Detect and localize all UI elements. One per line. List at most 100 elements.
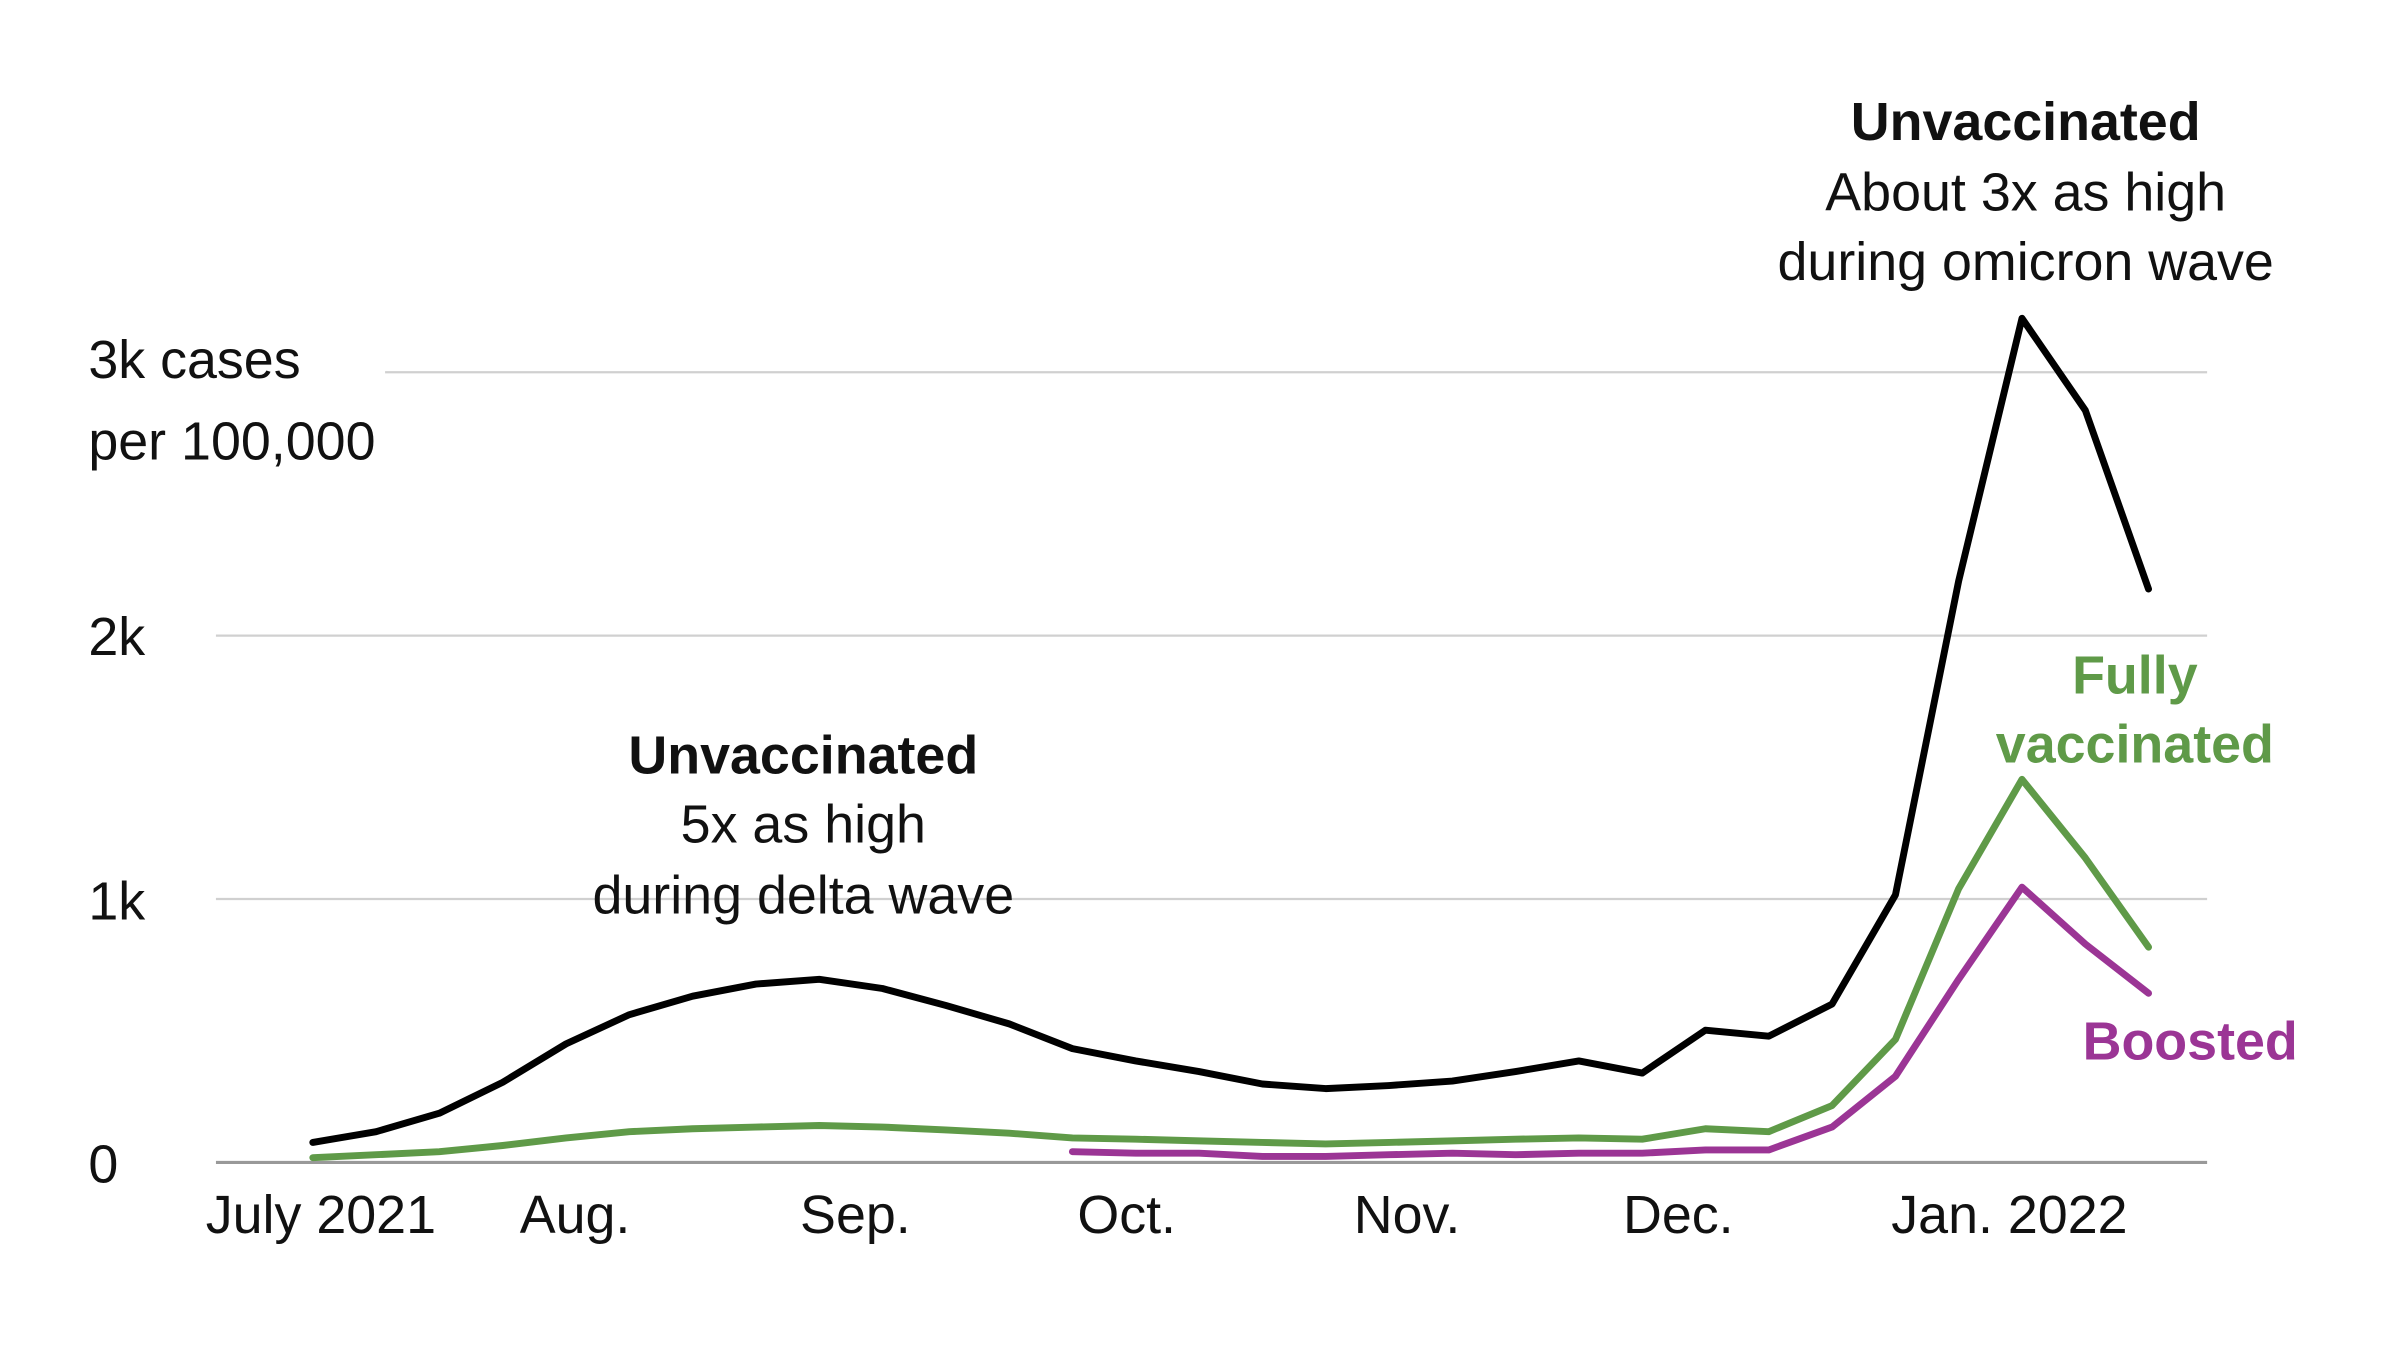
data-point	[1639, 1136, 1646, 1143]
data-point	[1006, 1020, 1013, 1027]
data-point	[1385, 1151, 1393, 1158]
data-point	[436, 1148, 443, 1155]
series-fully-vaccinated	[309, 775, 2152, 1162]
data-point	[1828, 1124, 1836, 1131]
data-point	[1259, 1153, 1266, 1160]
data-point	[562, 1040, 570, 1047]
gridlines	[215, 371, 2208, 1164]
data-point	[1132, 1150, 1139, 1157]
data-point	[1322, 1153, 1329, 1160]
x-tick-label: July 2021	[206, 1185, 436, 1245]
legend-boosted: Boosted	[2083, 1011, 2298, 1071]
data-point	[1955, 885, 1962, 892]
data-point	[2018, 884, 2026, 891]
annotation-delta-line2: during delta wave	[592, 865, 1014, 925]
annotation-omicron-line1: About 3x as high	[1825, 163, 2226, 223]
data-point	[1575, 1134, 1582, 1141]
annotation-omicron-title: Unvaccinated	[1851, 92, 2201, 152]
y-tick-3k: 3k cases	[88, 330, 300, 390]
series-line	[309, 775, 2152, 1162]
data-point	[1892, 891, 1899, 898]
data-point	[1195, 1068, 1203, 1075]
data-point	[626, 1128, 633, 1135]
data-point	[1765, 1146, 1772, 1154]
data-point	[1259, 1080, 1266, 1087]
data-point	[309, 1139, 316, 1146]
data-point	[1639, 1070, 1646, 1077]
annotation-delta: Unvaccinated 5x as high during delta wav…	[592, 725, 1014, 925]
y-axis-labels: 0 1k 2k 3k cases per 100,000	[88, 330, 375, 1194]
series-line	[309, 314, 2152, 1146]
data-point	[2145, 585, 2152, 593]
data-point	[1512, 1136, 1519, 1143]
data-point	[752, 1124, 760, 1131]
data-point	[1322, 1085, 1329, 1092]
data-point	[309, 1154, 316, 1161]
data-point	[689, 1125, 696, 1132]
data-point	[1132, 1057, 1139, 1065]
data-point	[1449, 1150, 1456, 1157]
data-point	[1259, 1139, 1266, 1146]
data-point	[1955, 976, 1962, 983]
data-point	[1702, 1125, 1709, 1132]
data-point	[689, 993, 696, 1000]
data-point	[1132, 1136, 1139, 1143]
data-point	[626, 1011, 633, 1018]
data-point	[1322, 1140, 1329, 1148]
data-point	[2082, 854, 2089, 862]
data-point	[816, 976, 823, 983]
data-point	[2082, 940, 2089, 948]
x-tick-label: Sep.	[800, 1185, 911, 1245]
data-point	[1892, 1036, 1899, 1043]
data-point	[1449, 1137, 1456, 1144]
data-point	[1702, 1027, 1709, 1034]
x-tick-label: Aug.	[520, 1185, 631, 1245]
annotation-delta-title: Unvaccinated	[628, 725, 978, 785]
legend-fully-vaccinated: Fully vaccinated	[1996, 645, 2274, 774]
x-tick-label: Oct.	[1077, 1185, 1176, 1245]
data-point	[1702, 1146, 1709, 1154]
data-point	[2018, 776, 2026, 783]
data-point	[373, 1151, 380, 1158]
data-point	[879, 985, 886, 992]
data-point	[1006, 1130, 1013, 1137]
label-fully-line1: Fully	[2072, 645, 2198, 705]
series-lines	[309, 314, 2152, 1162]
data-point	[2082, 407, 2089, 414]
data-point	[1765, 1033, 1772, 1040]
data-point	[1892, 1073, 1899, 1080]
y-tick-0: 0	[88, 1134, 118, 1194]
data-point	[942, 1002, 949, 1009]
x-tick-label: Nov.	[1354, 1185, 1461, 1245]
data-point	[1385, 1082, 1393, 1089]
y-tick-2k: 2k	[88, 607, 145, 667]
data-point	[1512, 1068, 1519, 1075]
data-point	[562, 1134, 570, 1141]
data-point	[499, 1142, 506, 1149]
annotation-omicron: Unvaccinated About 3x as high during omi…	[1777, 92, 2273, 292]
data-point	[1575, 1150, 1582, 1157]
x-tick-label: Jan. 2022	[1891, 1185, 2127, 1245]
data-point	[1512, 1151, 1519, 1158]
data-point	[2145, 990, 2152, 997]
data-point	[1575, 1057, 1582, 1065]
data-point	[942, 1126, 949, 1134]
data-point	[1069, 1045, 1076, 1052]
annotation-delta-line1: 5x as high	[681, 795, 926, 855]
data-point	[2018, 315, 2026, 322]
x-tick-label: Dec.	[1623, 1185, 1734, 1245]
annotation-omicron-line2: during omicron wave	[1777, 232, 2273, 292]
data-point	[879, 1124, 886, 1131]
data-point	[752, 981, 760, 988]
data-point	[1449, 1077, 1456, 1085]
data-point	[1828, 1001, 1836, 1008]
data-point	[1639, 1150, 1646, 1157]
data-point	[1195, 1137, 1203, 1144]
data-point	[816, 1122, 823, 1129]
data-point	[436, 1110, 443, 1117]
data-point	[2145, 944, 2152, 951]
data-point	[499, 1079, 506, 1086]
y-tick-1k: 1k	[88, 871, 145, 931]
x-axis-labels: July 2021 Aug. Sep. Oct. Nov. Dec. Jan. 2022	[206, 1185, 2128, 1245]
